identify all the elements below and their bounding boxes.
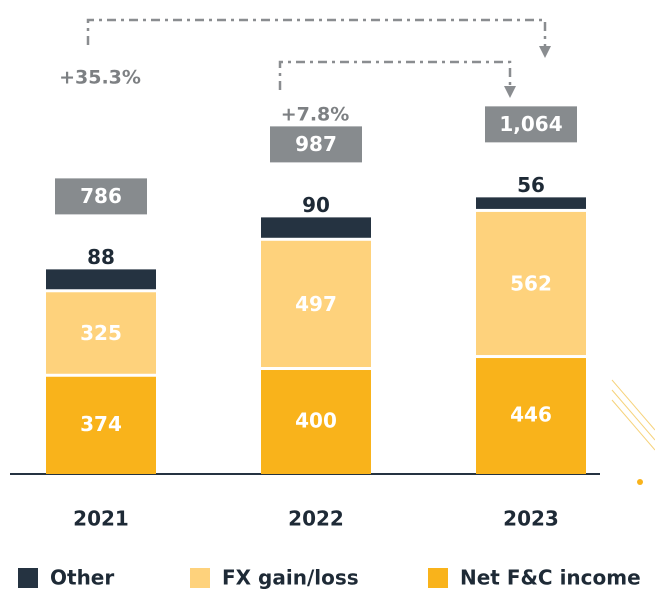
legend-label: Net F&C income: [460, 566, 641, 590]
total-label: 1,064: [499, 112, 562, 136]
total-label: 987: [295, 132, 337, 156]
total-box: [485, 106, 577, 143]
value-label: 56: [517, 173, 545, 197]
bar-segment: [261, 240, 371, 367]
value-label: 88: [87, 245, 115, 269]
value-label: 374: [80, 412, 122, 436]
bar-segment: [46, 292, 156, 374]
arrowhead: [539, 46, 551, 58]
legend-swatch: [190, 568, 210, 588]
deco-line: [611, 389, 655, 441]
bar-segment: [261, 370, 371, 474]
bar-segment: [46, 376, 156, 474]
deco-dot: [637, 479, 643, 485]
annotation: +7.8%: [281, 104, 350, 126]
legend-label: FX gain/loss: [222, 566, 359, 590]
legend-swatch: [428, 568, 448, 588]
legend-label: Other: [50, 566, 114, 590]
value-label: 446: [510, 403, 552, 427]
bar-segment: [476, 211, 586, 356]
bar-segment: [476, 197, 586, 209]
decoration: [611, 379, 655, 485]
value-label: 400: [295, 409, 337, 433]
total-box: [55, 178, 147, 215]
growth-arrows: [86, 18, 547, 90]
value-label: 90: [302, 193, 330, 217]
legend-swatch: [18, 568, 38, 588]
x-tick-label: 2022: [288, 507, 344, 531]
bar-segment: [261, 217, 371, 238]
deco-line: [611, 399, 655, 451]
bar-segment: [476, 358, 586, 474]
arrow-inner: [278, 60, 512, 90]
annotation: +35.3%: [59, 67, 141, 89]
deco-line: [611, 379, 655, 431]
total-box: [270, 126, 362, 163]
value-label: 562: [510, 271, 552, 295]
arrow-outer: [86, 18, 547, 48]
bar-segment: [46, 269, 156, 290]
x-tick-label: 2023: [503, 507, 559, 531]
total-label: 786: [80, 184, 122, 208]
value-label: 325: [80, 321, 122, 345]
x-tick-label: 2021: [73, 507, 129, 531]
arrowhead: [504, 86, 516, 98]
value-label: 497: [295, 292, 337, 316]
